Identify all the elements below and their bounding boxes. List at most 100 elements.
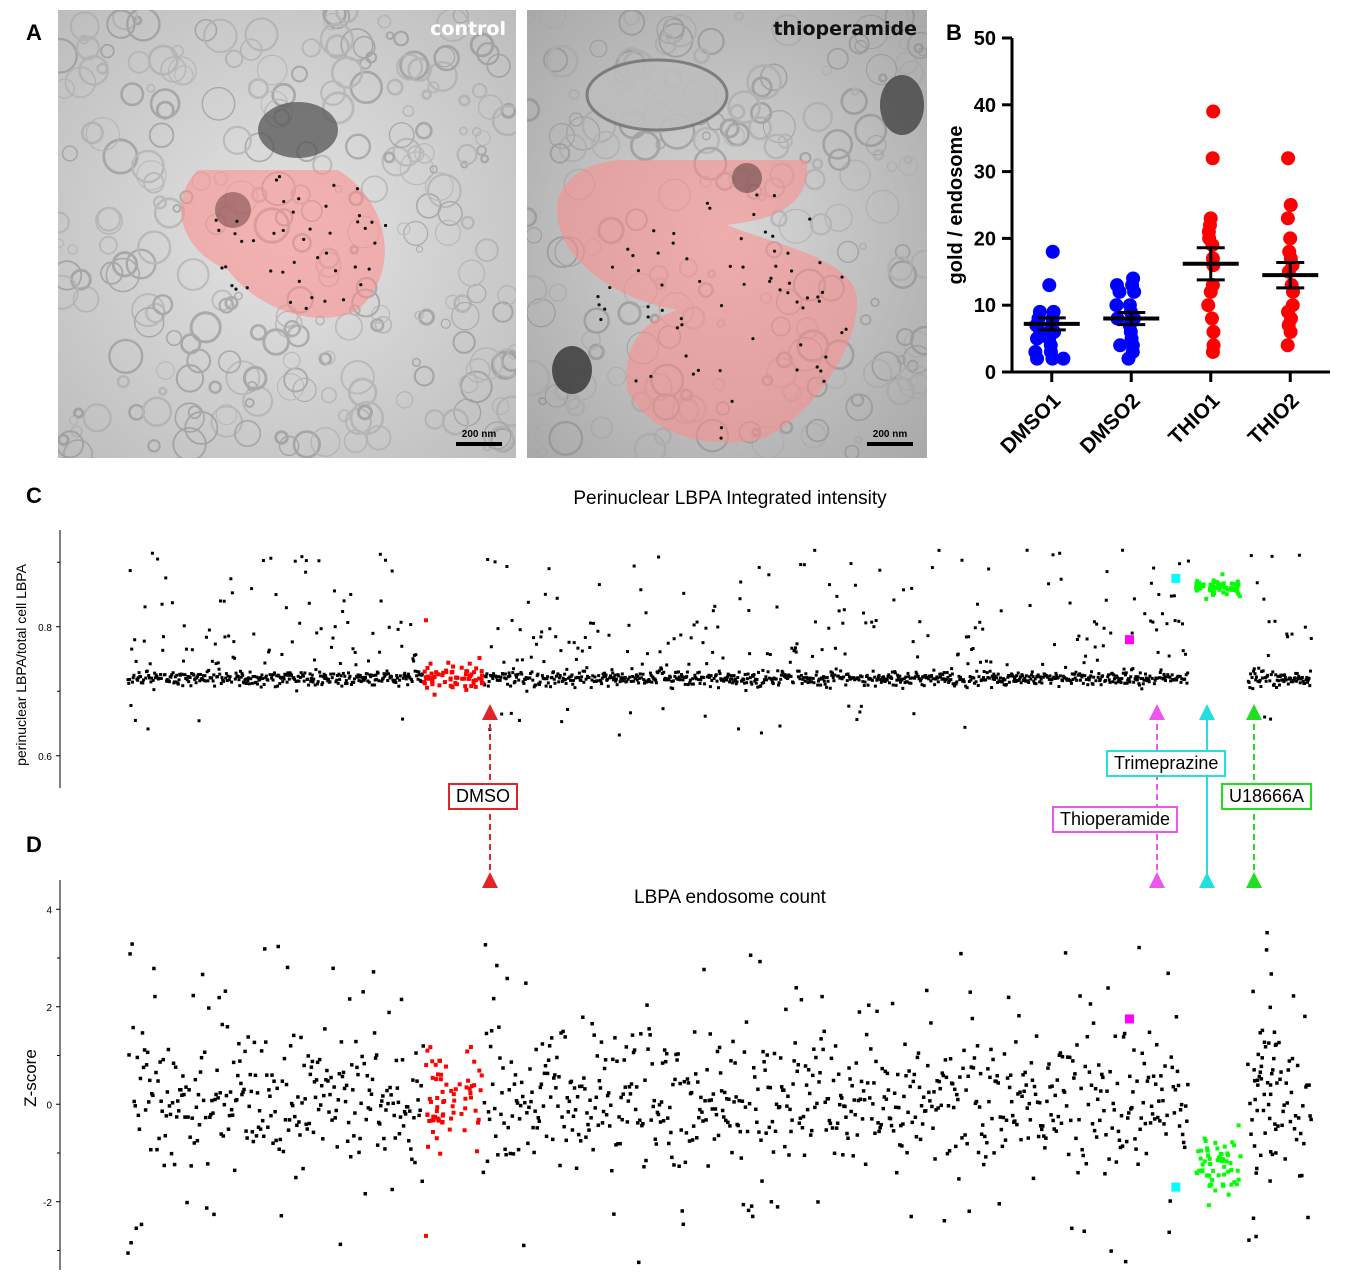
texture-vesicle <box>374 315 393 334</box>
chart-c-point <box>297 679 301 683</box>
chart-c-point <box>293 559 297 563</box>
gold-particle <box>240 239 244 243</box>
chart-d-point <box>394 1058 399 1063</box>
chart-d-point <box>929 1021 933 1025</box>
chart-b-point <box>1280 211 1295 226</box>
chart-c-point <box>879 680 883 684</box>
chart-d-point <box>433 1062 438 1067</box>
chart-d-point <box>522 1243 526 1248</box>
chart-c-point <box>349 593 353 597</box>
chart-c-point <box>702 682 706 686</box>
chart-d-point <box>182 1092 186 1097</box>
chart-c-point <box>697 670 701 674</box>
chart-d-point <box>1027 1101 1032 1106</box>
chart-c-point <box>1179 680 1183 684</box>
chart-d-point <box>835 1121 840 1125</box>
chart-c-point <box>978 620 982 624</box>
chart-c-point <box>793 646 797 650</box>
chart-c-point <box>963 725 967 729</box>
chart-d-point <box>769 1200 774 1204</box>
chart-d-point <box>615 1059 619 1064</box>
chart-d-point <box>744 1020 749 1024</box>
texture-vesicle <box>330 56 364 89</box>
chart-d-point <box>164 1114 169 1118</box>
chart-c-point <box>214 662 218 666</box>
chart-d-point <box>428 1099 433 1104</box>
chart-d-point <box>696 1080 700 1084</box>
chart-c-point <box>1295 672 1299 676</box>
chart-d-point <box>246 1035 250 1039</box>
chart-c-point <box>1033 677 1037 681</box>
chart-d-point <box>200 972 205 977</box>
chart-d-point <box>850 1083 854 1088</box>
chart-d-point <box>582 1076 586 1080</box>
chart-c-point <box>663 676 667 680</box>
chart-c-point <box>418 673 422 677</box>
texture-vesicle <box>591 130 620 160</box>
chart-c-point <box>697 678 701 682</box>
chart-d-point <box>1202 1159 1207 1164</box>
chart-d-point <box>1213 1188 1218 1193</box>
chart-d-point <box>740 1099 745 1103</box>
texture-vesicle <box>291 65 308 83</box>
chart-d-point <box>872 1081 876 1085</box>
gold-particle <box>769 276 773 280</box>
chart-d-point <box>424 1063 429 1068</box>
chart-c-point <box>512 667 516 671</box>
chart-d-point <box>381 1094 385 1098</box>
chart-c-point <box>1277 683 1281 687</box>
chart-c-point <box>406 672 410 676</box>
chart-d-point <box>1085 1034 1090 1039</box>
chart-d-point <box>365 1073 370 1078</box>
texture-vesicle <box>278 435 300 457</box>
texture-vesicle <box>426 173 462 209</box>
chart-c-point <box>1237 594 1242 599</box>
chart-d-point <box>774 1102 779 1107</box>
chart-c-point <box>1118 677 1122 681</box>
chart-c-point <box>629 679 633 683</box>
chart-d-point <box>347 997 352 1001</box>
chart-c-point <box>241 673 245 677</box>
chart-d-point <box>417 1113 421 1118</box>
chart-b-point <box>1283 198 1298 212</box>
chart-c-point <box>176 682 180 686</box>
chart-c-point <box>774 677 778 681</box>
gold-particle <box>292 260 296 264</box>
chart-c-point <box>330 676 334 680</box>
chart-d-point <box>1216 1173 1221 1178</box>
chart-d-point <box>1286 1068 1291 1072</box>
chart-c-point <box>513 679 517 683</box>
chart-c-point <box>744 689 748 693</box>
chart-c-point <box>576 646 580 650</box>
chart-d-point <box>317 1057 322 1062</box>
chart-d-point <box>817 1080 821 1084</box>
chart-b-point <box>1127 284 1142 299</box>
chart-c-point <box>232 640 236 644</box>
chart-d-point <box>642 1165 646 1169</box>
chart-d-point <box>499 1112 503 1117</box>
chart-c-point <box>1158 671 1162 675</box>
chart-c-point <box>349 682 353 686</box>
chart-d-point <box>1019 1137 1023 1142</box>
chart-c-point <box>247 676 251 680</box>
chart-c-point <box>746 672 750 676</box>
chart-d-point <box>416 1098 420 1102</box>
chart-c-point <box>984 678 988 682</box>
chart-d-point <box>183 1115 187 1119</box>
chart-c-point <box>737 727 740 731</box>
chart-c-point <box>600 682 604 686</box>
chart-c-point <box>250 681 254 685</box>
texture-vesicle <box>821 65 832 76</box>
chart-c-point <box>944 677 948 681</box>
chart-d-point <box>537 1119 542 1123</box>
chart-d-point <box>334 1108 338 1113</box>
chart-d-point <box>1060 1054 1065 1059</box>
chart-d-point <box>173 1065 178 1069</box>
chart-c-point <box>738 597 742 601</box>
gold-particle <box>728 264 732 268</box>
chart-d-point <box>547 1044 552 1048</box>
chart-c-point <box>671 679 675 683</box>
chart-d-point <box>294 1175 298 1180</box>
chart-c-point <box>688 681 692 685</box>
chart-c-point <box>577 671 581 675</box>
